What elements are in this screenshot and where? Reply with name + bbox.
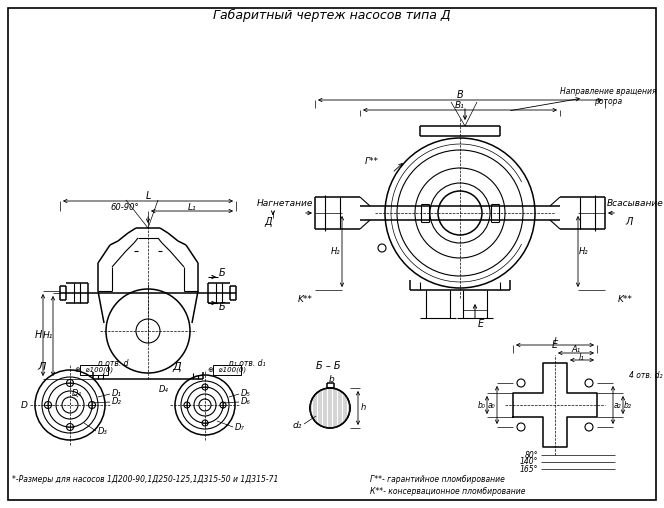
Text: a₀: a₀: [488, 400, 496, 409]
Text: D: D: [21, 400, 28, 409]
Text: E: E: [552, 340, 558, 350]
Text: B₁: B₁: [455, 102, 465, 111]
Text: К**- консервационное пломбирование: К**- консервационное пломбирование: [370, 487, 525, 495]
Text: Б – Б: Б – Б: [315, 361, 341, 371]
Text: D₄: D₄: [72, 389, 82, 397]
Text: *-Размеры для насосов 1Д200-90,1Д250-125,1Д315-50 и 1Д315-71: *-Размеры для насосов 1Д200-90,1Д250-125…: [12, 475, 278, 485]
Text: D₅: D₅: [241, 389, 251, 397]
Text: Б: Б: [218, 302, 225, 312]
Text: l₁: l₁: [579, 353, 585, 362]
Text: b₂: b₂: [624, 400, 632, 409]
Text: D₃: D₃: [98, 427, 108, 435]
Text: 140°: 140°: [519, 458, 538, 466]
Text: H₁: H₁: [42, 332, 53, 340]
Text: K**: K**: [618, 296, 632, 304]
Text: K**: K**: [297, 296, 313, 304]
Text: Нагнетание: Нагнетание: [257, 199, 313, 207]
Text: Б: Б: [218, 268, 225, 278]
Text: E: E: [478, 319, 484, 329]
Text: H₂: H₂: [331, 247, 341, 256]
Text: Габаритный чертеж насосов типа Д: Габаритный чертеж насосов типа Д: [213, 9, 451, 21]
Circle shape: [310, 388, 350, 428]
Text: 165°: 165°: [519, 464, 538, 473]
Text: 80°: 80°: [525, 451, 538, 460]
Text: D₂: D₂: [112, 397, 122, 406]
Text: b: b: [329, 374, 335, 384]
Text: Л: Л: [38, 362, 46, 372]
Text: d₂: d₂: [293, 422, 302, 430]
Text: B: B: [457, 90, 463, 100]
Text: ротора: ротора: [594, 97, 622, 106]
Text: l: l: [554, 336, 556, 345]
Text: H: H: [35, 330, 42, 340]
Text: D₄: D₄: [159, 385, 169, 394]
Text: Д: Д: [264, 217, 272, 227]
Bar: [80, 365, 108, 375]
Bar: [213, 365, 241, 375]
Text: 60-90°: 60-90°: [110, 204, 139, 212]
Text: n отв. d: n отв. d: [98, 359, 129, 367]
Text: H₂: H₂: [579, 247, 589, 256]
Text: ⊕  ⌀100(0): ⊕ ⌀100(0): [208, 367, 246, 373]
Text: Г**: Г**: [365, 156, 379, 166]
Text: Всасывание: Всасывание: [607, 199, 663, 207]
Text: n₁ отв. d₁: n₁ отв. d₁: [229, 359, 266, 367]
Text: Д: Д: [173, 362, 181, 372]
Text: A₁: A₁: [572, 344, 580, 354]
Text: a₂: a₂: [614, 400, 622, 409]
Text: D₇: D₇: [235, 423, 245, 431]
Text: ⊕  ⌀100(0): ⊕ ⌀100(0): [75, 367, 113, 373]
Text: L₁: L₁: [188, 203, 197, 211]
Text: 4 отв. d₂: 4 отв. d₂: [629, 370, 663, 379]
Text: L: L: [145, 191, 151, 201]
Text: Направление вращения: Направление вращения: [560, 87, 656, 97]
Text: Л: Л: [625, 217, 632, 227]
Text: b₀: b₀: [478, 400, 486, 409]
Text: Г**- гарантийное пломбирование: Г**- гарантийное пломбирование: [370, 475, 505, 485]
Text: D₆: D₆: [241, 397, 251, 406]
Text: h: h: [361, 403, 366, 412]
Text: D₁: D₁: [112, 389, 122, 397]
